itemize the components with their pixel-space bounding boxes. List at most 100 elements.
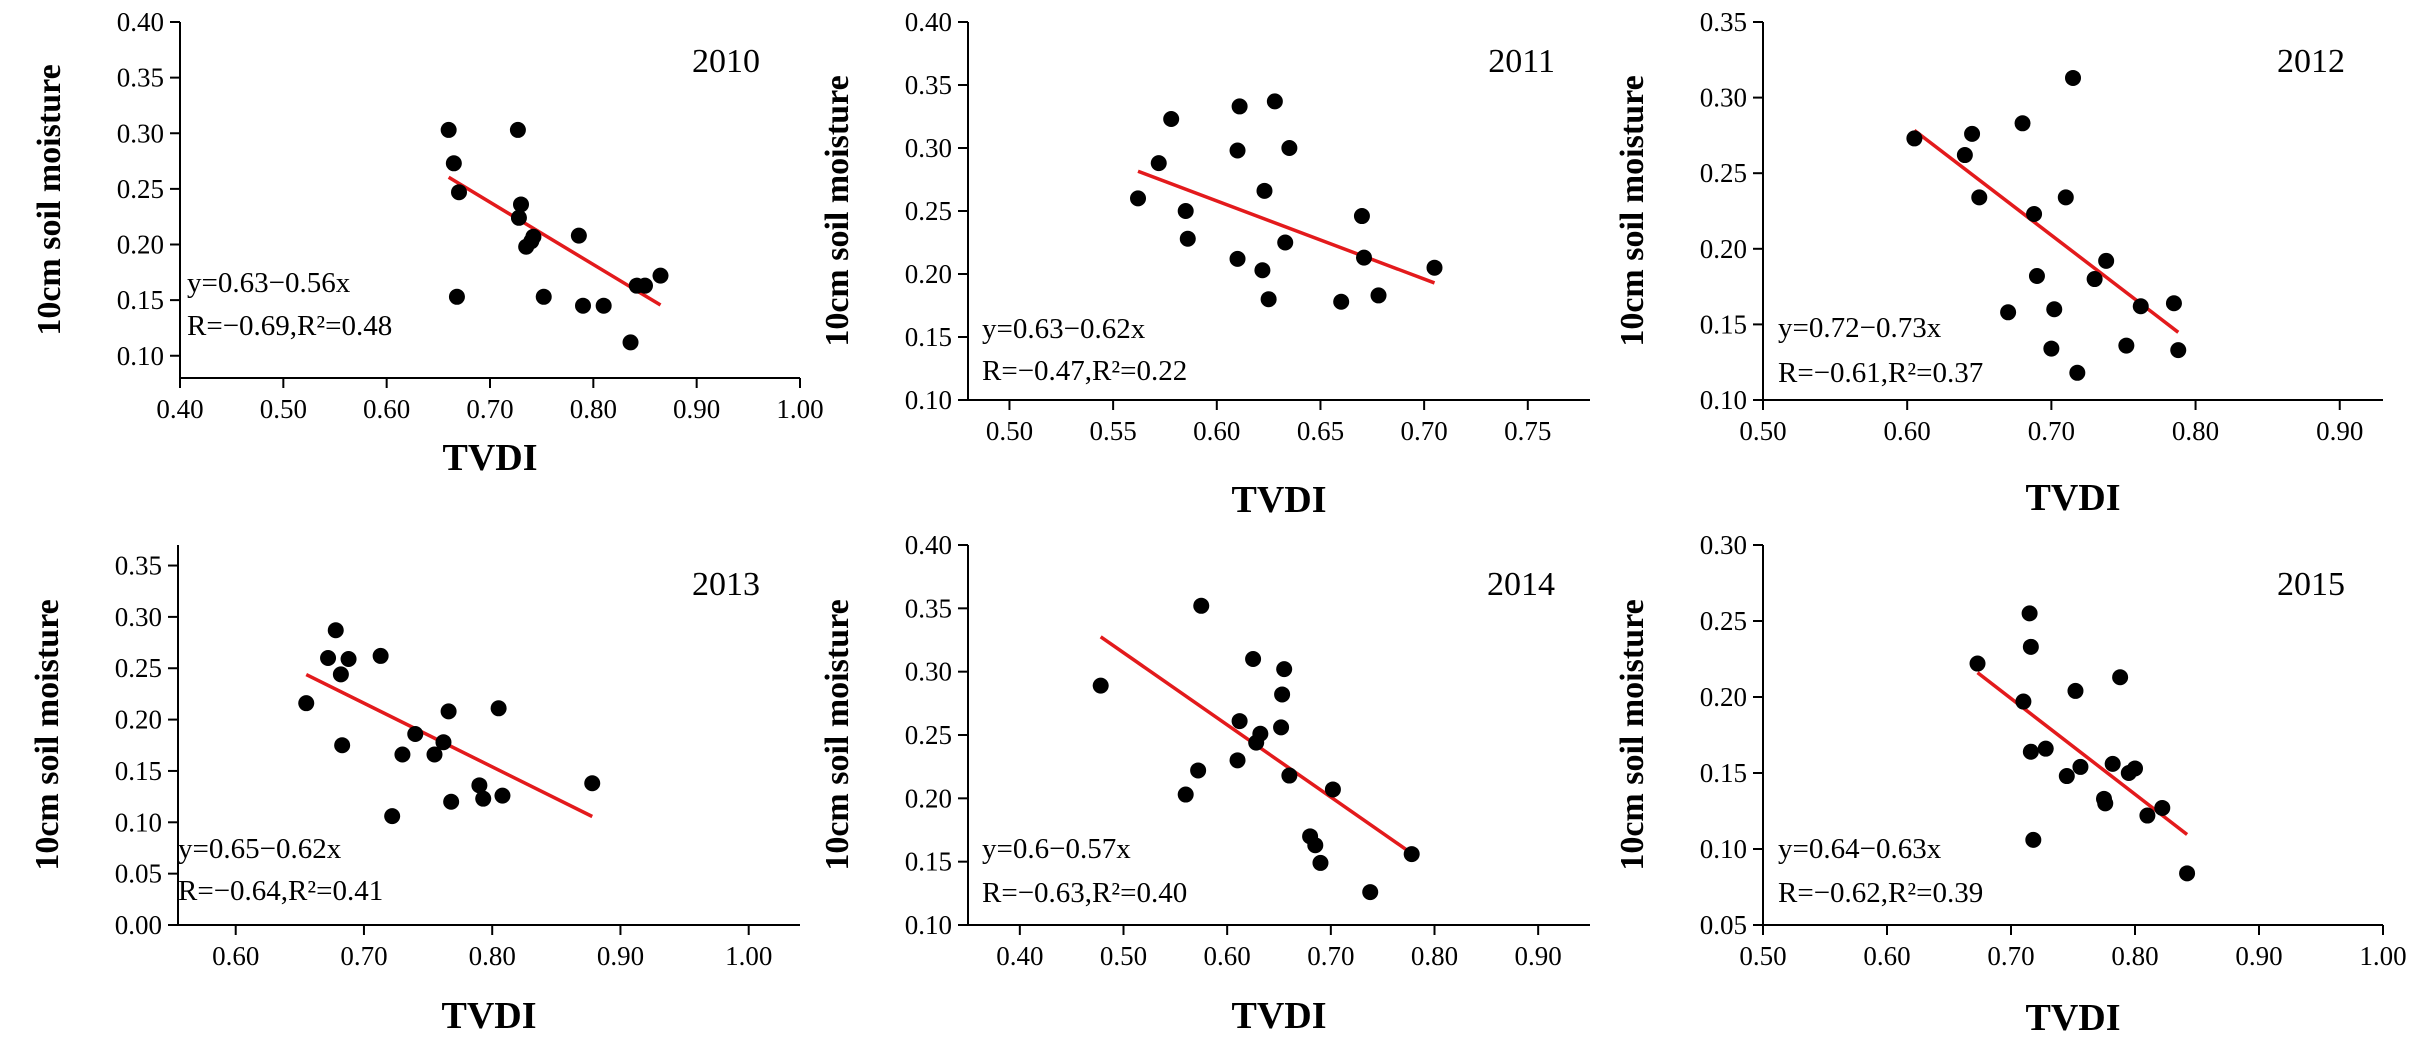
x-tick-label: 0.50	[1739, 941, 1786, 971]
y-tick-label: 0.35	[115, 551, 162, 581]
y-tick-label: 0.35	[905, 593, 952, 623]
data-point	[334, 737, 351, 754]
y-axis-title: 10cm soil moisture	[1614, 599, 1651, 870]
data-point	[2086, 271, 2103, 288]
data-point	[584, 775, 601, 792]
fit-line	[447, 175, 662, 307]
data-point	[1281, 767, 1298, 784]
x-tick-label: 1.00	[2359, 941, 2406, 971]
data-point	[407, 725, 424, 742]
data-point	[490, 700, 507, 717]
data-point	[2112, 669, 2129, 686]
data-point	[2139, 807, 2156, 824]
data-point	[1274, 686, 1291, 703]
data-point	[332, 666, 349, 683]
y-tick-label: 0.15	[905, 847, 952, 877]
data-point	[535, 288, 552, 305]
y-tick-label: 0.35	[1700, 7, 1747, 37]
data-point	[1252, 725, 1269, 742]
data-point	[445, 155, 462, 172]
data-point	[2000, 304, 2017, 321]
data-point	[2154, 799, 2171, 816]
y-tick-label: 0.40	[117, 7, 164, 37]
y-tick-label: 0.05	[1700, 910, 1747, 940]
regression-stats: R=−0.61,R²=0.37	[1778, 357, 1983, 389]
x-tick-label: 0.50	[1739, 416, 1786, 446]
x-tick-label: 0.60	[1884, 416, 1931, 446]
data-point	[440, 121, 457, 138]
y-tick-label: 0.10	[905, 910, 952, 940]
x-tick-label: 0.80	[469, 941, 516, 971]
scatter-panel-2011: 0.50 0.55 0.60 0.65 0.70 0.75 0.10 0.15 0.20 0.25…	[819, 7, 1590, 521]
panel-year-label: 2012	[2277, 43, 2345, 80]
data-point	[1333, 293, 1350, 310]
y-tick-label: 0.20	[1700, 682, 1747, 712]
y-axis-title: 10cm soil moisture	[31, 64, 68, 335]
data-point	[2179, 865, 2196, 882]
scatter-panel-2014: 0.40 0.50 0.60 0.70 0.80 0.90 0.10 0.15 0.20 0.25…	[819, 530, 1590, 1037]
y-tick-label: 0.35	[117, 63, 164, 93]
x-tick-label: 0.80	[2111, 941, 2158, 971]
panel-year-label: 2015	[2277, 566, 2345, 603]
y-tick-label: 0.25	[905, 720, 952, 750]
y-tick-label: 0.40	[905, 530, 952, 560]
x-tick-label: 1.00	[776, 394, 823, 424]
panel-year-label: 2013	[692, 566, 760, 603]
data-point	[575, 297, 591, 314]
data-point	[1266, 93, 1283, 110]
y-tick-label: 0.30	[905, 657, 952, 687]
regression-equation: y=0.63−0.56x	[187, 267, 351, 299]
data-point	[1324, 781, 1341, 798]
data-point	[2025, 831, 2042, 848]
panel-year-label: 2010	[692, 43, 760, 80]
data-point	[1256, 182, 1273, 199]
data-point	[1260, 291, 1277, 308]
data-point	[2022, 743, 2039, 760]
y-tick-label: 0.40	[905, 7, 952, 37]
data-point	[1193, 597, 1210, 614]
data-point	[1403, 846, 1420, 863]
scatter-panel-2010: 0.40 0.50 0.60 0.70 0.80 0.90 1.00 0.10 0.15 0.20…	[31, 7, 824, 479]
data-point	[2026, 206, 2043, 223]
y-tick-label: 0.10	[905, 385, 952, 415]
x-axis-title: TVDI	[442, 437, 537, 479]
x-tick-label: 0.50	[1100, 941, 1147, 971]
x-tick-label: 0.75	[1504, 416, 1551, 446]
x-tick-label: 0.50	[260, 394, 307, 424]
regression-equation: y=0.64−0.63x	[1778, 833, 1942, 865]
x-tick-label: 0.55	[1090, 416, 1137, 446]
data-point	[510, 209, 527, 226]
data-point	[1229, 752, 1246, 769]
y-tick-label: 0.20	[1700, 234, 1747, 264]
regression-stats: R=−0.47,R²=0.22	[982, 355, 1187, 387]
x-axis-title: TVDI	[1231, 995, 1326, 1037]
x-tick-label: 0.70	[340, 941, 387, 971]
panel-year-label: 2014	[1487, 566, 1555, 603]
y-tick-label: 0.10	[117, 341, 164, 371]
x-tick-label: 0.90	[673, 394, 720, 424]
data-point	[2014, 115, 2031, 132]
x-tick-label: 0.80	[2172, 416, 2219, 446]
fit-line	[1137, 169, 1436, 285]
x-axis-title: TVDI	[1231, 479, 1326, 521]
data-point	[1177, 786, 1194, 803]
x-tick-label: 0.90	[597, 941, 644, 971]
y-tick-label: 0.25	[117, 174, 164, 204]
y-tick-label: 0.25	[115, 653, 162, 683]
data-point	[1130, 190, 1147, 207]
data-point	[394, 746, 411, 763]
x-axis-title: TVDI	[2025, 997, 2120, 1039]
y-tick-label: 0.00	[115, 910, 162, 940]
data-point	[1426, 259, 1443, 276]
y-tick-label: 0.20	[905, 259, 952, 289]
data-point	[451, 184, 467, 201]
x-tick-label: 0.60	[1204, 941, 1251, 971]
data-point	[2165, 295, 2182, 312]
regression-stats: R=−0.69,R²=0.48	[187, 310, 392, 342]
data-point	[1231, 98, 1248, 115]
y-tick-label: 0.35	[905, 70, 952, 100]
y-axis-title: 10cm soil moisture	[29, 599, 66, 870]
data-point	[2072, 758, 2089, 775]
data-point	[298, 695, 315, 712]
